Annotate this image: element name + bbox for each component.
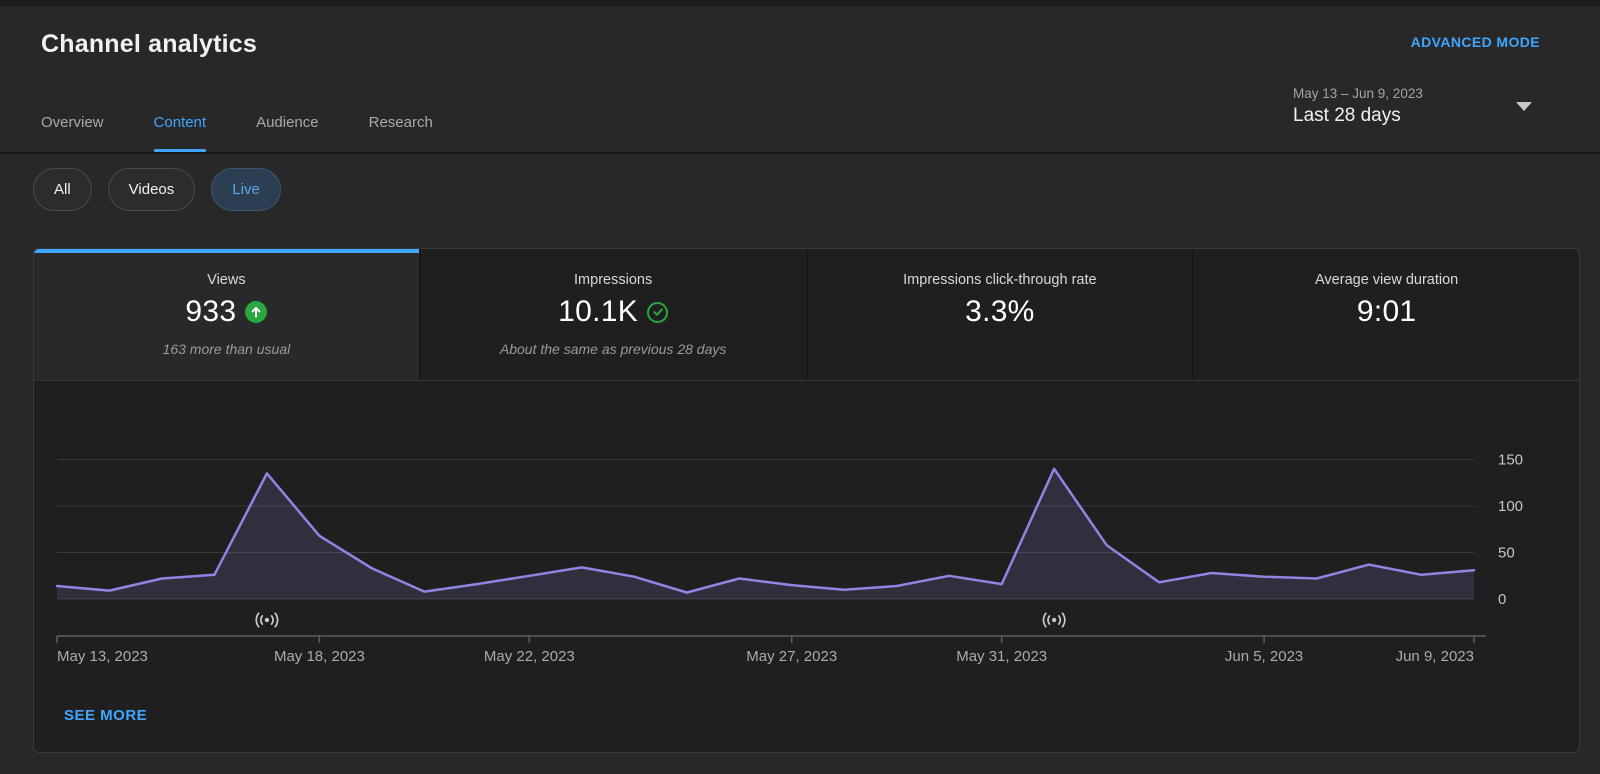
ctr-value: 3.3% — [965, 295, 1035, 328]
live-stream-marker-icon — [1042, 612, 1066, 628]
analytics-tabs: Overview Content Audience Research — [41, 106, 433, 152]
window-top-edge — [0, 0, 1600, 6]
metric-card-avg-duration[interactable]: Average view duration 9:01 — [1192, 249, 1579, 380]
svg-text:May 22, 2023: May 22, 2023 — [484, 648, 575, 665]
svg-text:50: 50 — [1498, 545, 1515, 562]
svg-text:May 27, 2023: May 27, 2023 — [746, 648, 837, 665]
filter-chip-videos[interactable]: Videos — [107, 168, 196, 211]
live-stream-marker-icon — [255, 612, 279, 628]
svg-text:100: 100 — [1498, 498, 1523, 515]
content-type-filter: All Videos Live — [33, 168, 281, 211]
avg-duration-value: 9:01 — [1356, 295, 1417, 328]
svg-text:May 13, 2023: May 13, 2023 — [57, 648, 148, 665]
trend-up-icon — [245, 301, 268, 323]
svg-text:0: 0 — [1498, 591, 1506, 608]
selected-card-indicator — [34, 249, 419, 253]
metric-card-views[interactable]: Views 933 163 more than usual — [34, 249, 419, 380]
see-more-link[interactable]: SEE MORE — [64, 707, 148, 724]
svg-text:May 31, 2023: May 31, 2023 — [956, 648, 1047, 665]
filter-chip-all[interactable]: All — [33, 168, 92, 211]
active-tab-underline — [153, 149, 207, 152]
advanced-mode-link[interactable]: ADVANCED MODE — [1410, 34, 1540, 50]
date-preset-text: Last 28 days — [1293, 105, 1401, 126]
impressions-subtext: About the same as previous 28 days — [499, 341, 727, 357]
svg-text:150: 150 — [1498, 452, 1523, 469]
check-circle-icon — [647, 301, 669, 323]
chevron-down-icon[interactable] — [1516, 102, 1532, 111]
tab-research[interactable]: Research — [368, 114, 433, 131]
tab-audience[interactable]: Audience — [256, 114, 319, 131]
filter-chip-live[interactable]: Live — [211, 168, 281, 211]
metric-cards: Views 933 163 more than usual Impression… — [34, 249, 1579, 381]
date-range-text: May 13 – Jun 9, 2023 — [1293, 86, 1423, 101]
tab-content[interactable]: Content — [153, 106, 207, 152]
metric-card-impressions[interactable]: Impressions 10.1K About the same as prev… — [418, 249, 806, 380]
page-title: Channel analytics — [41, 30, 257, 58]
views-value: 933 — [185, 295, 237, 328]
svg-text:Jun 5, 2023: Jun 5, 2023 — [1225, 648, 1303, 665]
date-range-picker[interactable]: May 13 – Jun 9, 2023 Last 28 days — [1293, 86, 1423, 127]
impressions-value: 10.1K — [558, 295, 639, 328]
svg-text:May 18, 2023: May 18, 2023 — [274, 648, 365, 665]
svg-text:Jun 9, 2023: Jun 9, 2023 — [1396, 648, 1474, 665]
metric-card-ctr[interactable]: Impressions click-through rate 3.3% — [805, 249, 1193, 380]
analytics-header: Channel analytics ADVANCED MODE Overview… — [0, 6, 1600, 154]
analytics-panel: Views 933 163 more than usual Impression… — [33, 248, 1580, 753]
views-subtext: 163 more than usual — [162, 341, 291, 357]
views-line-chart[interactable]: 0 50 100 150 May 13, 2023 May 18, 2023 May 22,… — [34, 411, 1580, 673]
tab-overview[interactable]: Overview — [41, 114, 104, 131]
